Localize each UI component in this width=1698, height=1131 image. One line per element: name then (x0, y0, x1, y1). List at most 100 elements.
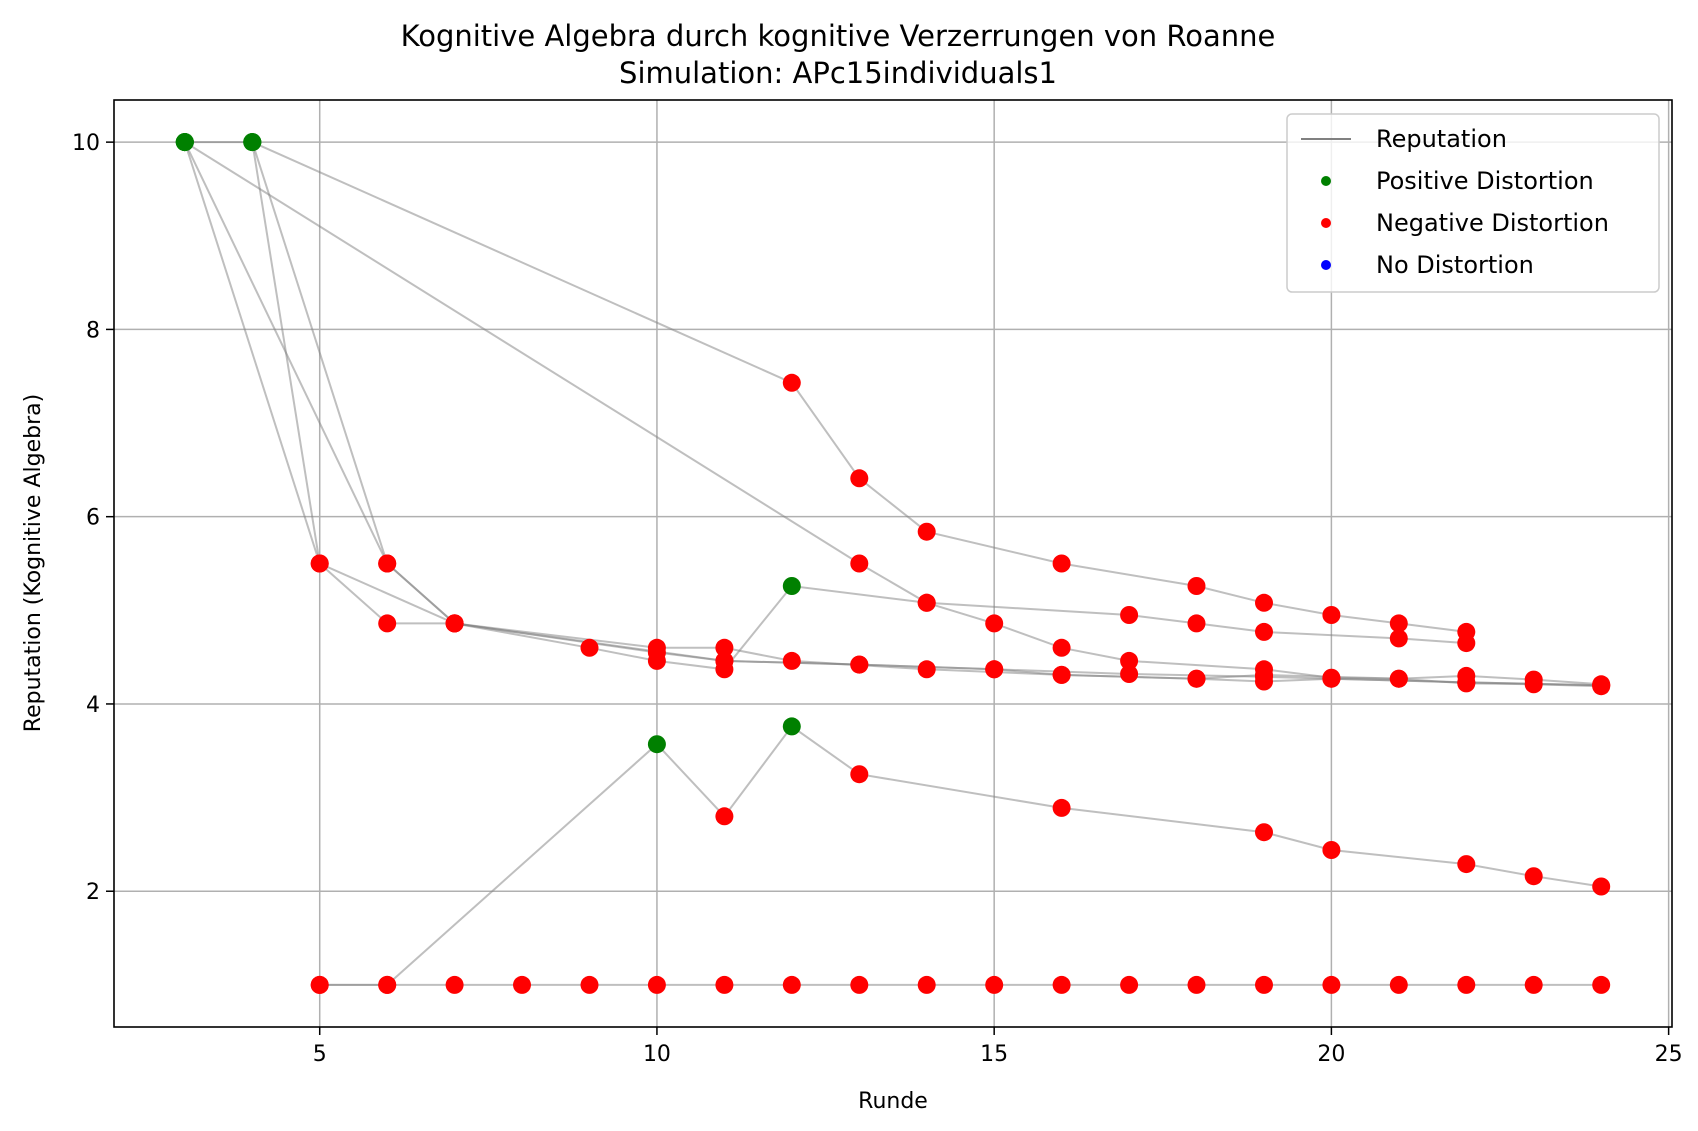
data-point-negative (1255, 667, 1273, 686)
data-point-negative (1187, 614, 1206, 633)
data-point-negative (1457, 975, 1476, 994)
legend-label-reputation: Reputation (1376, 125, 1507, 153)
data-point-negative (647, 975, 666, 994)
data-point-negative (1524, 975, 1543, 994)
data-point-negative (445, 614, 464, 633)
y-axis-ticks: 2 4 6 8 10 (72, 131, 114, 905)
chart-subtitle: Simulation: APc15individuals1 (619, 56, 1057, 90)
data-point-negative (1457, 855, 1476, 874)
x-tick-label: 20 (1317, 1042, 1345, 1067)
data-point-negative (782, 373, 801, 392)
data-point-negative (1052, 665, 1071, 684)
data-point-negative (1052, 638, 1071, 657)
legend-none-swatch (1321, 260, 1331, 270)
data-point-negative (1120, 975, 1139, 994)
x-tick-label: 25 (1655, 1042, 1683, 1067)
y-tick-label: 2 (86, 880, 100, 905)
data-point-negative (1457, 634, 1476, 653)
data-point-negative (850, 975, 869, 994)
data-point-negative (1187, 669, 1206, 688)
y-axis-label: Reputation (Kognitive Algebra) (21, 394, 46, 732)
data-point-negative (1457, 673, 1476, 692)
x-axis-ticks: 5 10 15 20 25 (313, 1027, 1683, 1067)
data-point-negative (1255, 975, 1273, 994)
data-point-negative (1255, 823, 1273, 842)
data-point-negative (310, 975, 329, 994)
data-point-negative (1592, 975, 1611, 994)
data-point-negative (378, 975, 397, 994)
x-tick-label: 15 (980, 1042, 1008, 1067)
x-axis-label: Runde (858, 1089, 928, 1114)
data-point-negative (917, 975, 936, 994)
data-point-negative (1389, 629, 1408, 648)
reputation-line-7 (319, 725, 1602, 986)
data-point-negative (1322, 606, 1341, 624)
data-point-negative (1322, 669, 1341, 688)
data-point-negative (850, 655, 869, 674)
data-point-negative (782, 651, 801, 670)
chart-title: Kognitive Algebra durch kognitive Verzer… (401, 19, 1276, 53)
data-point-negative (715, 807, 734, 826)
data-point-negative (1389, 975, 1408, 994)
data-point-positive (243, 133, 262, 152)
data-point-positive (647, 735, 666, 754)
data-point-negative (1524, 867, 1543, 886)
data-point-negative (310, 554, 329, 573)
x-tick-label: 10 (643, 1042, 671, 1067)
data-point-negative (985, 614, 1004, 633)
y-tick-label: 10 (72, 131, 100, 156)
data-point-positive (782, 717, 801, 736)
data-point-positive (782, 577, 801, 595)
data-point-negative (850, 469, 869, 488)
data-point-positive (175, 133, 194, 152)
data-point-negative (1052, 798, 1071, 817)
data-point-negative (513, 975, 531, 994)
data-point-negative (715, 651, 734, 670)
legend-label-none: No Distortion (1376, 251, 1534, 279)
data-point-negative (580, 638, 599, 657)
data-point-negative (1052, 554, 1071, 573)
data-point-negative (1052, 975, 1071, 994)
y-tick-label: 4 (86, 693, 100, 718)
data-point-negative (1120, 651, 1139, 670)
data-point-negative (1120, 665, 1139, 683)
x-tick-label: 5 (313, 1042, 327, 1067)
legend-label-negative: Negative Distortion (1376, 209, 1609, 237)
data-point-negative (1255, 622, 1273, 641)
legend: Reputation Positive Distortion Negative … (1286, 113, 1660, 293)
data-point-negative (1187, 975, 1206, 994)
data-point-negative (378, 554, 397, 573)
data-point-negative (985, 975, 1004, 994)
data-point-negative (1187, 577, 1206, 595)
legend-negative-swatch (1321, 218, 1331, 228)
data-point-negative (715, 638, 734, 657)
data-point-negative (917, 522, 936, 541)
legend-positive-swatch (1321, 176, 1331, 186)
data-point-negative (917, 660, 936, 679)
data-point-negative (1592, 877, 1611, 896)
data-point-negative (445, 975, 464, 994)
data-point-negative (1389, 669, 1408, 688)
data-point-negative (782, 975, 801, 994)
data-point-negative (715, 975, 734, 994)
y-tick-label: 6 (86, 506, 100, 531)
data-points (175, 133, 1611, 994)
data-point-negative (985, 660, 1004, 679)
data-point-negative (917, 593, 936, 612)
legend-box (1286, 113, 1660, 293)
data-point-negative (850, 765, 869, 784)
data-point-negative (1120, 606, 1139, 624)
data-point-negative (1592, 676, 1611, 695)
data-point-negative (1389, 614, 1408, 633)
data-point-negative (647, 643, 666, 662)
data-point-negative (378, 614, 397, 633)
data-point-negative (850, 554, 869, 573)
plot-frame (113, 99, 1673, 1028)
data-point-negative (1322, 975, 1341, 994)
data-point-negative (580, 975, 599, 994)
data-point-negative (1524, 670, 1543, 689)
data-point-negative (1255, 593, 1273, 612)
y-tick-label: 8 (86, 318, 100, 343)
